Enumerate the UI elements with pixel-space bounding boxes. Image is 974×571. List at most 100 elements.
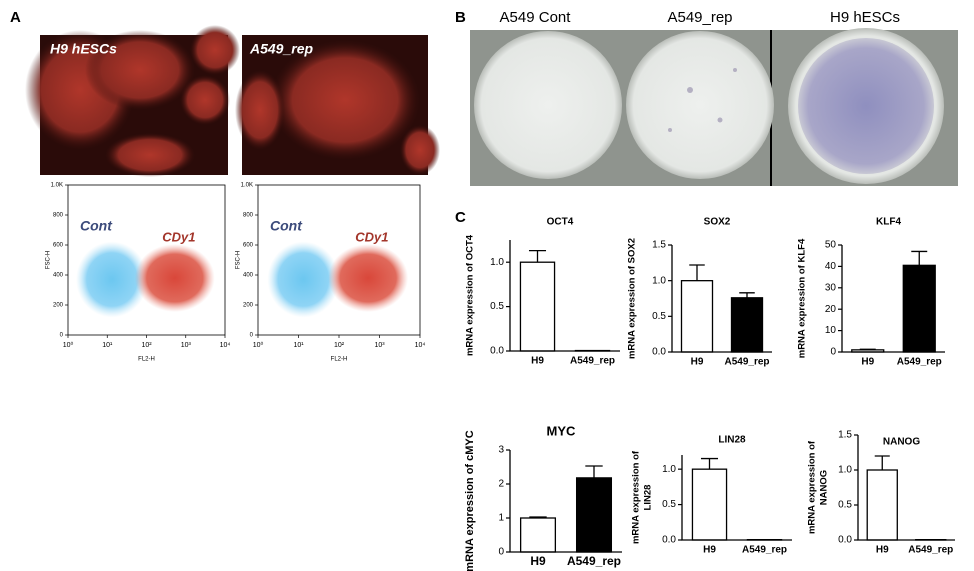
- y-tick-label: 400: [243, 273, 254, 279]
- x-tick-label: 10⁴: [220, 342, 231, 349]
- error-bar: [700, 457, 719, 470]
- y-axis-label: mRNA expression of OCT4: [465, 234, 476, 356]
- error-bar: [528, 250, 547, 263]
- y-tick-label: 0: [250, 333, 254, 339]
- bar: [575, 477, 613, 553]
- image-label: A549_rep: [249, 41, 313, 57]
- x-axis-label: FL2-H: [138, 357, 155, 363]
- x-tick-label: 10⁰: [253, 341, 264, 349]
- y-tick-label: 0: [830, 347, 836, 358]
- y-tick-label: 1.5: [838, 430, 852, 441]
- x-tick-label: 10³: [181, 342, 192, 349]
- y-tick-label: 200: [243, 303, 254, 309]
- x-tick-label: 10⁰: [63, 341, 74, 349]
- y-tick-label: 800: [53, 213, 64, 219]
- image-label: H9 hESCs: [50, 41, 117, 57]
- axis-line: [509, 240, 620, 352]
- panel-label: C: [455, 209, 466, 226]
- y-axis-label: NANOG: [819, 470, 830, 505]
- y-tick-label: 0.5: [490, 301, 504, 312]
- population-label: Cont: [270, 218, 303, 234]
- plate-label: A549 Cont: [500, 9, 572, 26]
- chart-title: SOX2: [704, 217, 731, 228]
- y-axis-label: FSC-H: [46, 251, 52, 269]
- x-tick-label: A549_rep: [908, 545, 953, 556]
- chart-title: OCT4: [547, 217, 574, 228]
- x-tick-label: 10²: [334, 342, 345, 349]
- error-bar: [529, 516, 547, 518]
- bar: [691, 468, 728, 541]
- axis-line: [857, 435, 955, 541]
- y-axis-label: FSC-H: [236, 251, 242, 269]
- y-axis-label: LIN28: [643, 485, 654, 511]
- x-tick-label: H9: [861, 357, 874, 368]
- y-tick-label: 1.0: [490, 257, 504, 268]
- x-tick-label: A549_rep: [570, 356, 615, 367]
- x-axis-label: FL2-H: [331, 357, 348, 363]
- y-tick-label: 0.5: [838, 500, 852, 511]
- microscopy-image: A549_rep: [235, 35, 440, 175]
- bar: [519, 517, 557, 553]
- y-axis-label: mRNA expression of KLF4: [797, 238, 808, 358]
- population-cloud: [267, 241, 340, 318]
- x-tick-label: H9: [531, 356, 544, 367]
- y-tick-label: 0.0: [838, 535, 852, 546]
- y-tick-label: 0.0: [652, 347, 666, 358]
- chart-title: KLF4: [876, 217, 901, 228]
- x-tick-label: 10³: [374, 342, 385, 349]
- bar: [730, 297, 764, 353]
- error-bar: [585, 465, 603, 478]
- y-tick-label: 0: [498, 547, 504, 558]
- panel-label: A: [10, 9, 21, 26]
- error-bar: [859, 348, 876, 350]
- y-tick-label: 1.0K: [51, 183, 63, 189]
- x-tick-label: H9: [703, 545, 716, 556]
- x-tick-label: H9: [530, 554, 546, 568]
- bar: [680, 280, 714, 353]
- chart-title: NANOG: [883, 437, 920, 448]
- error-bar: [739, 292, 755, 298]
- population-label: Cont: [80, 218, 113, 234]
- x-tick-label: A549_rep: [897, 357, 942, 368]
- bar: [519, 261, 556, 352]
- population-label: CDy1: [355, 230, 388, 245]
- axis-line: [841, 245, 945, 353]
- y-tick-label: 40: [825, 261, 837, 272]
- y-tick-label: 2: [498, 479, 504, 490]
- y-tick-label: 20: [825, 304, 837, 315]
- error-bar: [689, 264, 705, 281]
- population-cloud: [328, 244, 409, 312]
- x-tick-label: 10¹: [102, 342, 113, 349]
- y-tick-label: 600: [53, 243, 64, 249]
- y-axis-label: mRNA expression of cMYC: [464, 430, 476, 571]
- y-tick-label: 1.0: [662, 464, 676, 475]
- y-tick-label: 600: [243, 243, 254, 249]
- y-axis-label: mRNA expression of: [631, 450, 642, 544]
- y-tick-label: 30: [825, 282, 837, 293]
- bar: [902, 264, 936, 353]
- chart-title: MYC: [547, 423, 577, 438]
- y-tick-label: 1.0K: [241, 183, 253, 189]
- x-tick-label: 10⁴: [415, 342, 426, 349]
- x-tick-label: H9: [876, 545, 889, 556]
- bar: [866, 469, 898, 541]
- population-cloud: [75, 241, 148, 318]
- plate-label: H9 hESCs: [830, 9, 900, 26]
- x-tick-label: A549_rep: [567, 554, 621, 568]
- y-tick-label: 1.0: [838, 465, 852, 476]
- error-bar: [911, 250, 928, 266]
- axis-line: [681, 455, 792, 541]
- y-tick-label: 1: [498, 513, 504, 524]
- y-tick-label: 0.0: [490, 346, 504, 357]
- y-tick-label: 50: [825, 240, 837, 251]
- axis-line: [671, 245, 772, 353]
- y-tick-label: 0.5: [652, 311, 666, 322]
- chart-title: LIN28: [718, 435, 746, 446]
- population-label: CDy1: [162, 230, 195, 245]
- y-tick-label: 800: [243, 213, 254, 219]
- population-cloud: [134, 244, 215, 312]
- y-tick-label: 0.0: [662, 535, 676, 546]
- y-tick-label: 400: [53, 273, 64, 279]
- y-tick-label: 1.5: [652, 240, 666, 251]
